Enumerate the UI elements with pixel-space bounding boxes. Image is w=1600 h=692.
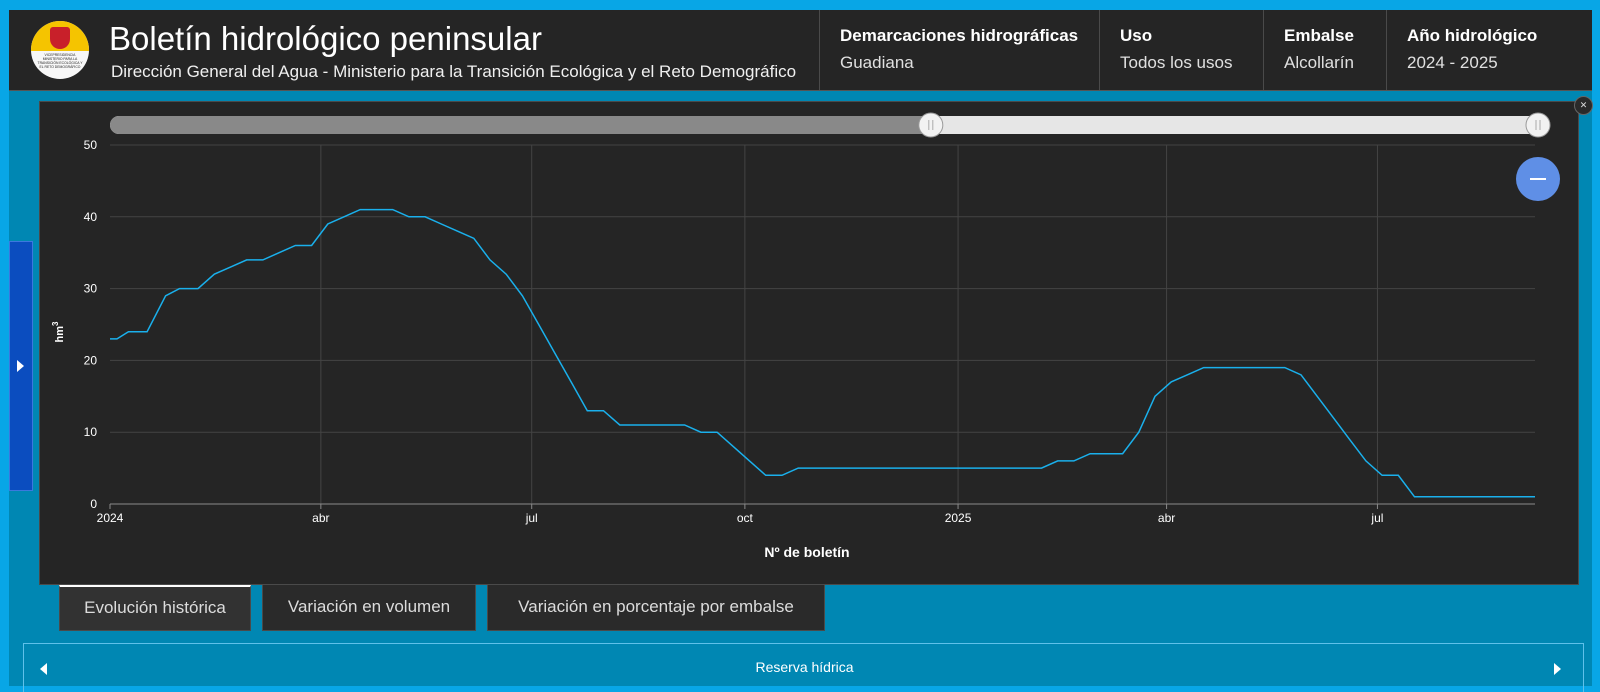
page-title: Boletín hidrológico peninsular [109, 20, 542, 57]
x-tick-label: 2024 [97, 511, 124, 525]
y-tick-label: 50 [84, 138, 98, 152]
side-panel-toggle[interactable] [9, 241, 33, 491]
x-tick-label: abr [312, 511, 329, 525]
collapse-arrows-icon[interactable]: ✕ [1574, 96, 1593, 115]
filter-value: Guadiana [840, 53, 914, 72]
frame-border-right [1592, 0, 1600, 692]
y-tick-label: 20 [84, 353, 98, 367]
filter-value: Todos los usos [1120, 53, 1233, 72]
header-separator [1263, 10, 1264, 90]
header-bar: Vicepresidencia Ministerio para la Trans… [9, 10, 1592, 91]
coat-of-arms-icon [50, 27, 70, 49]
filter-label: Embalse [1284, 26, 1354, 45]
filter-ano-hidrologico[interactable]: Año hidrológico 2024 - 2025 [1407, 26, 1537, 73]
tab-evolucion-historica[interactable]: Evolución histórica [59, 585, 251, 631]
minus-icon [1530, 178, 1546, 180]
y-tick-label: 10 [84, 425, 98, 439]
range-slider-handle-right[interactable] [1525, 112, 1551, 138]
filter-embalse[interactable]: Embalse Alcollarín [1284, 26, 1354, 73]
page-subtitle: Dirección General del Agua - Ministerio … [111, 62, 797, 81]
filter-uso[interactable]: Uso Todos los usos [1120, 26, 1232, 73]
bottom-panel-title: Reserva hídrica [755, 659, 854, 675]
frame-border-bottom [0, 686, 1600, 692]
y-axis-label: hm3 [51, 321, 66, 343]
x-axis-label: Nº de boletín [764, 544, 849, 560]
y-tick-label: 30 [84, 282, 98, 296]
zoom-out-button[interactable] [1516, 157, 1560, 201]
x-tick-label: jul [525, 511, 538, 525]
range-slider[interactable] [110, 112, 1551, 138]
filter-value: 2024 - 2025 [1407, 53, 1498, 72]
header-separator [1099, 10, 1100, 90]
x-tick-label: jul [1370, 511, 1383, 525]
filter-label: Uso [1120, 26, 1153, 45]
series-line [110, 208, 1535, 498]
filter-demarcacion[interactable]: Demarcaciones hidrográficas Guadiana [840, 26, 1078, 73]
y-tick-label: 0 [90, 497, 97, 511]
chevron-left-icon[interactable] [40, 663, 47, 675]
x-tick-label: oct [737, 511, 754, 525]
filter-label: Demarcaciones hidrográficas [840, 26, 1079, 45]
y-axis-ticks: 0 10 20 30 40 50 [84, 138, 98, 511]
handle-knob[interactable] [1525, 112, 1551, 138]
y-axis-label-exponent: 3 [51, 321, 60, 326]
range-slider-handle-left[interactable] [918, 112, 944, 138]
handle-knob[interactable] [918, 112, 944, 138]
y-tick-label: 40 [84, 210, 98, 224]
logo-text: Vicepresidencia Ministerio para la Trans… [37, 53, 83, 69]
frame-border-top [0, 0, 1600, 10]
chevron-right-icon [17, 360, 24, 372]
chart-grid [110, 144, 1535, 504]
x-tick-label: 2025 [945, 511, 972, 525]
bottom-panel-bar[interactable]: Reserva hídrica [23, 643, 1584, 692]
tab-variacion-volumen[interactable]: Variación en volumen [262, 585, 476, 631]
chart-panel: 0 10 20 30 40 50 2024 abr jul oct 2025 abr jul hm3 … [39, 101, 1579, 585]
range-slider-selection[interactable] [110, 116, 931, 134]
frame-border-left [0, 0, 9, 692]
header-separator [1386, 10, 1387, 90]
chevron-right-icon[interactable] [1554, 663, 1561, 675]
filter-value: Alcollarín [1284, 53, 1354, 72]
x-axis-ticks: 2024 abr jul oct 2025 abr jul [97, 504, 1383, 525]
government-logo: Vicepresidencia Ministerio para la Trans… [31, 21, 89, 79]
tab-variacion-porcentaje[interactable]: Variación en porcentaje por embalse [487, 585, 825, 631]
x-tick-label: abr [1158, 511, 1175, 525]
header-separator [819, 10, 820, 90]
filter-label: Año hidrológico [1407, 26, 1538, 45]
